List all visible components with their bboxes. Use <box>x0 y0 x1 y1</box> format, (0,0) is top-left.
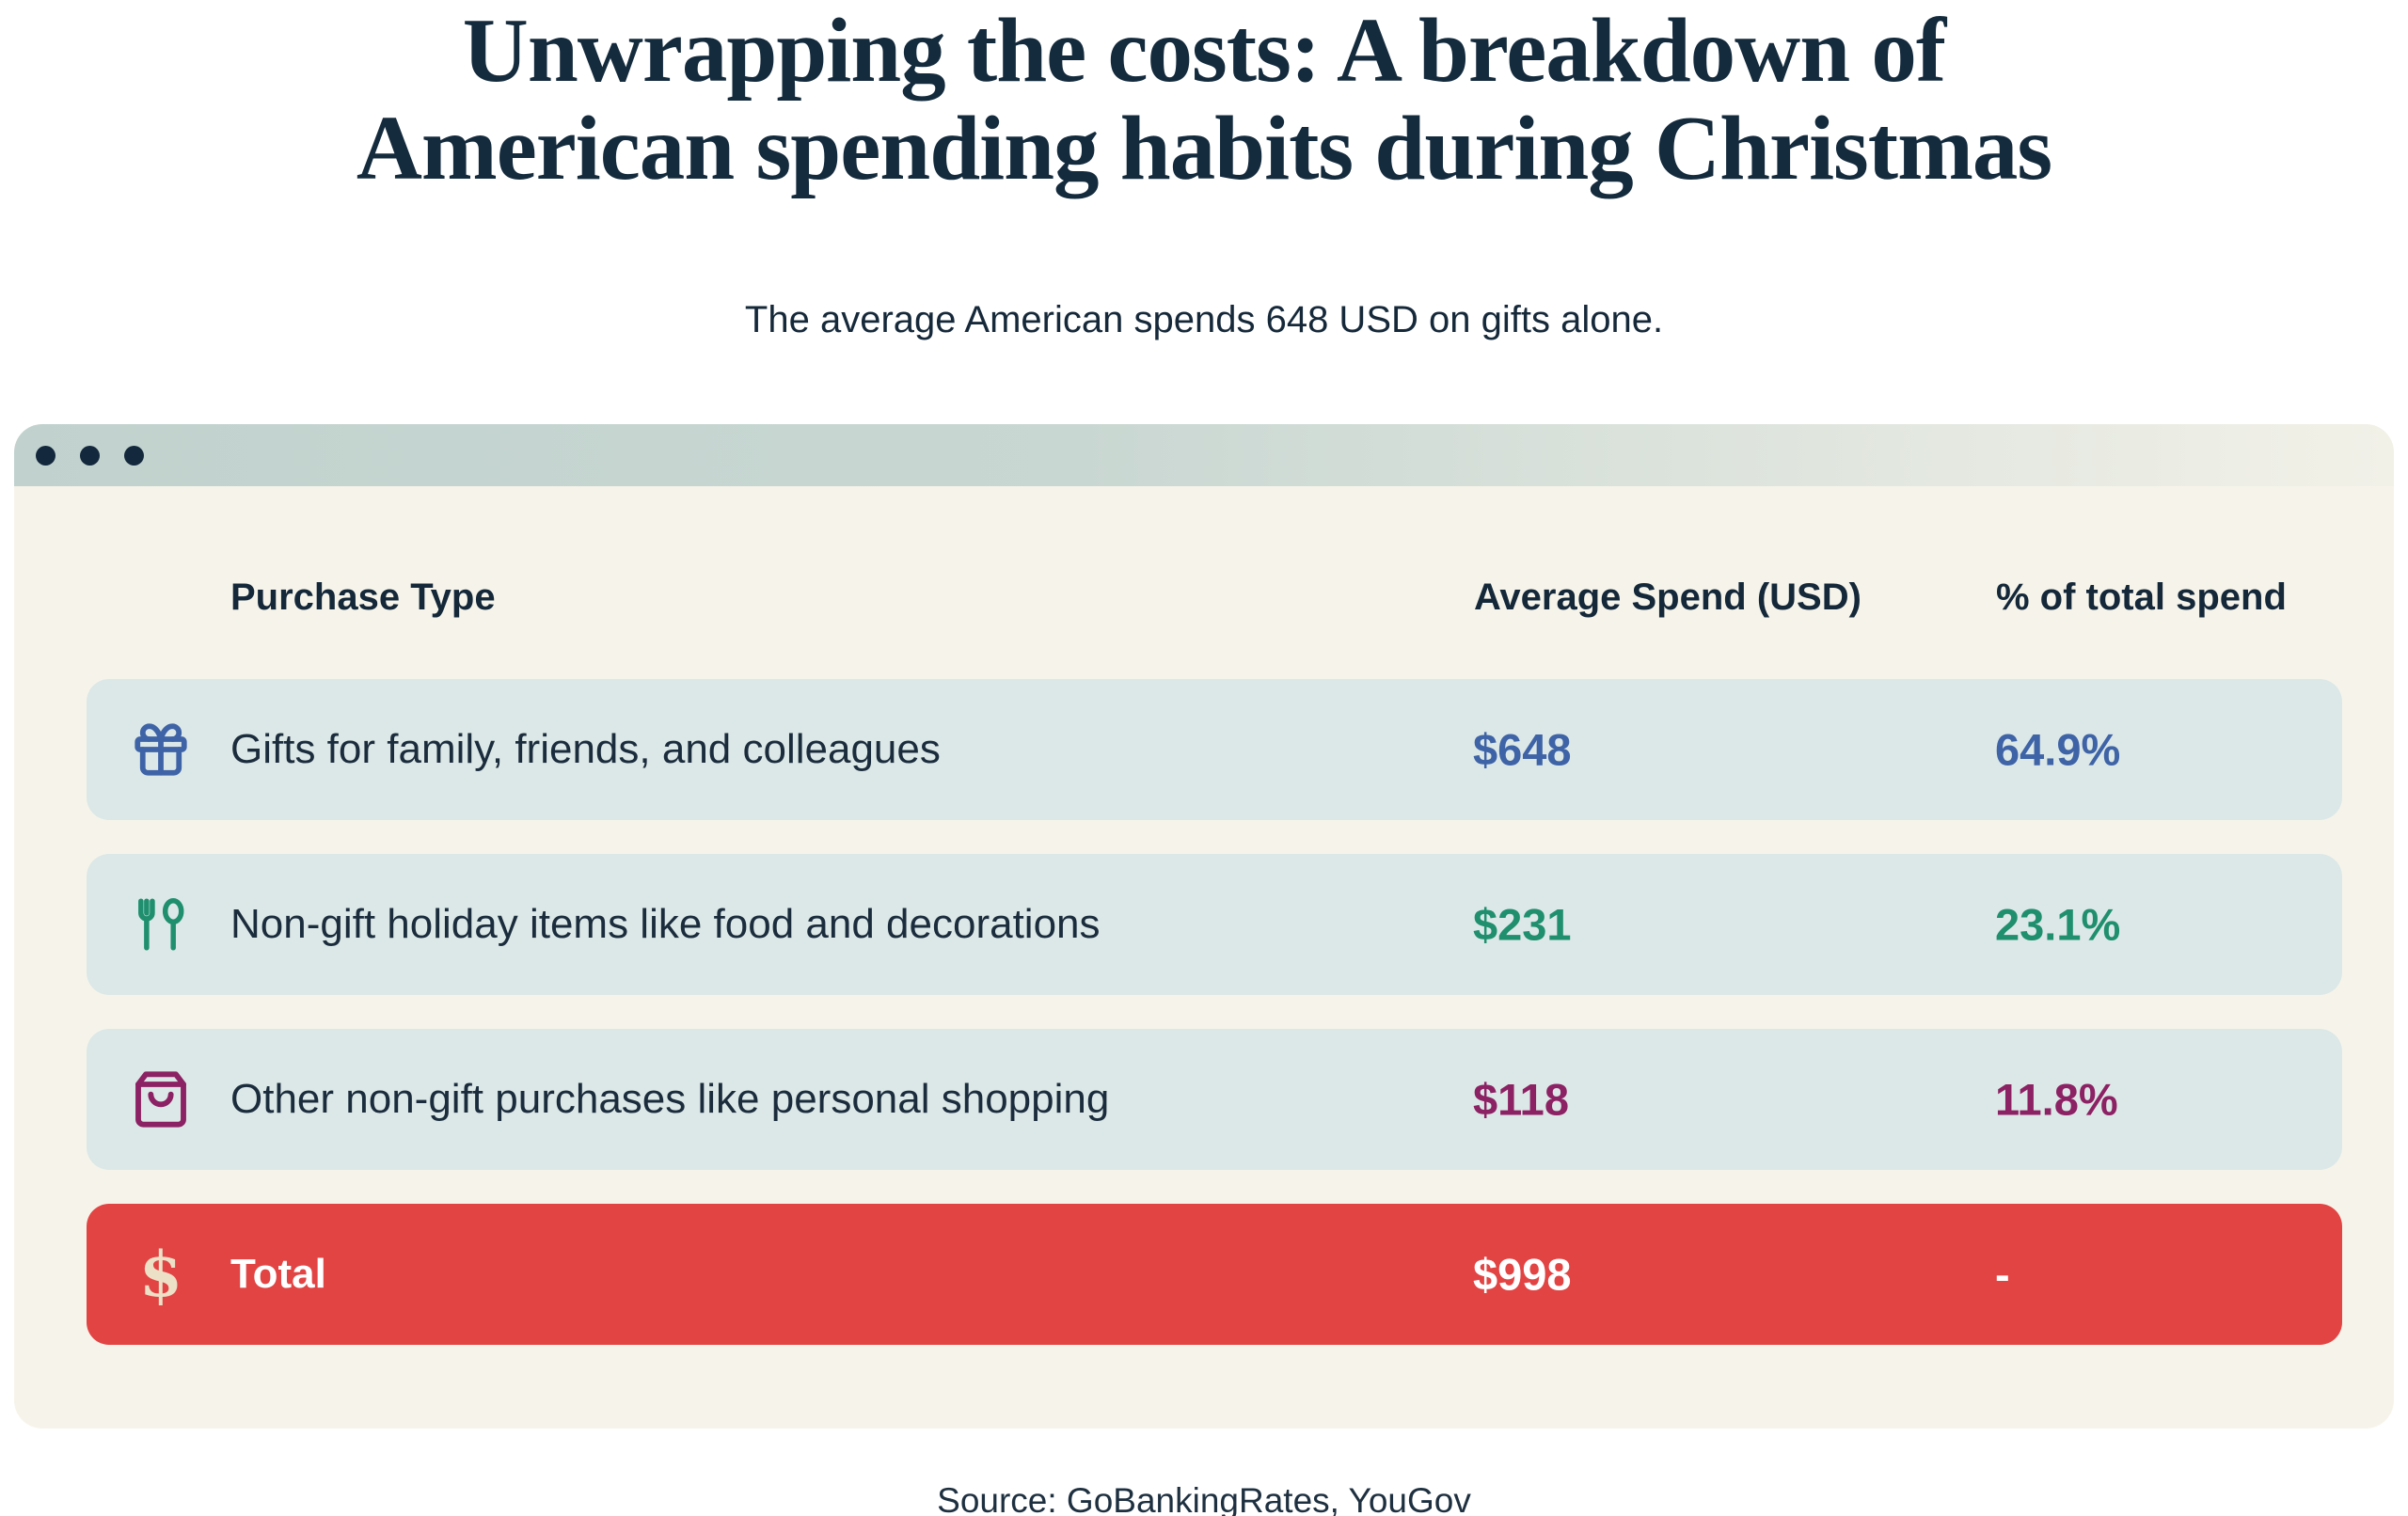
page-title: Unwrapping the costs: A breakdown of Ame… <box>0 2 2408 197</box>
utensils-icon <box>130 892 192 957</box>
window-titlebar <box>14 424 2394 486</box>
page-title-line-1: Unwrapping the costs: A breakdown of <box>462 0 1946 101</box>
table-row-gifts: Gifts for family, friends, and colleague… <box>87 679 2342 820</box>
browser-window-card: Purchase Type Average Spend (USD) % of t… <box>14 424 2394 1429</box>
window-dot-icon <box>124 445 144 466</box>
table-header-row: Purchase Type Average Spend (USD) % of t… <box>87 576 2342 618</box>
row-average-spend: $118 <box>1473 1074 1569 1125</box>
table-row-total: $ Total $998 - <box>87 1204 2342 1345</box>
row-pct-total: 64.9% <box>1995 724 2121 775</box>
total-pct-total: - <box>1995 1249 2010 1300</box>
window-dot-icon <box>36 445 55 466</box>
column-header-pct-total: % of total spend <box>1996 576 2287 618</box>
total-label: Total <box>230 1251 326 1297</box>
row-label: Other non-gift purchases like personal s… <box>230 1076 1110 1122</box>
page-title-line-2: American spending habits during Christma… <box>356 98 2052 198</box>
page-subtitle: The average American spends 648 USD on g… <box>744 299 1664 340</box>
row-pct-total: 23.1% <box>1995 899 2121 950</box>
column-header-average-spend: Average Spend (USD) <box>1474 576 1861 618</box>
row-label: Non-gift holiday items like food and dec… <box>230 901 1101 947</box>
column-header-purchase-type: Purchase Type <box>230 576 496 618</box>
row-average-spend: $231 <box>1473 899 1572 950</box>
table-row-other-nongift: Other non-gift purchases like personal s… <box>87 1029 2342 1170</box>
shopping-bag-icon <box>130 1066 192 1132</box>
row-pct-total: 11.8% <box>1995 1074 2118 1125</box>
table-row-nongift-holiday: Non-gift holiday items like food and dec… <box>87 854 2342 995</box>
total-average-spend: $998 <box>1473 1249 1572 1300</box>
gift-icon <box>130 717 192 782</box>
window-dot-icon <box>80 445 100 466</box>
source-attribution: Source: GoBankingRates, YouGov <box>937 1481 1471 1516</box>
row-label: Gifts for family, friends, and colleague… <box>230 726 941 772</box>
row-average-spend: $648 <box>1473 724 1572 775</box>
dollar-icon: $ <box>139 1238 182 1311</box>
